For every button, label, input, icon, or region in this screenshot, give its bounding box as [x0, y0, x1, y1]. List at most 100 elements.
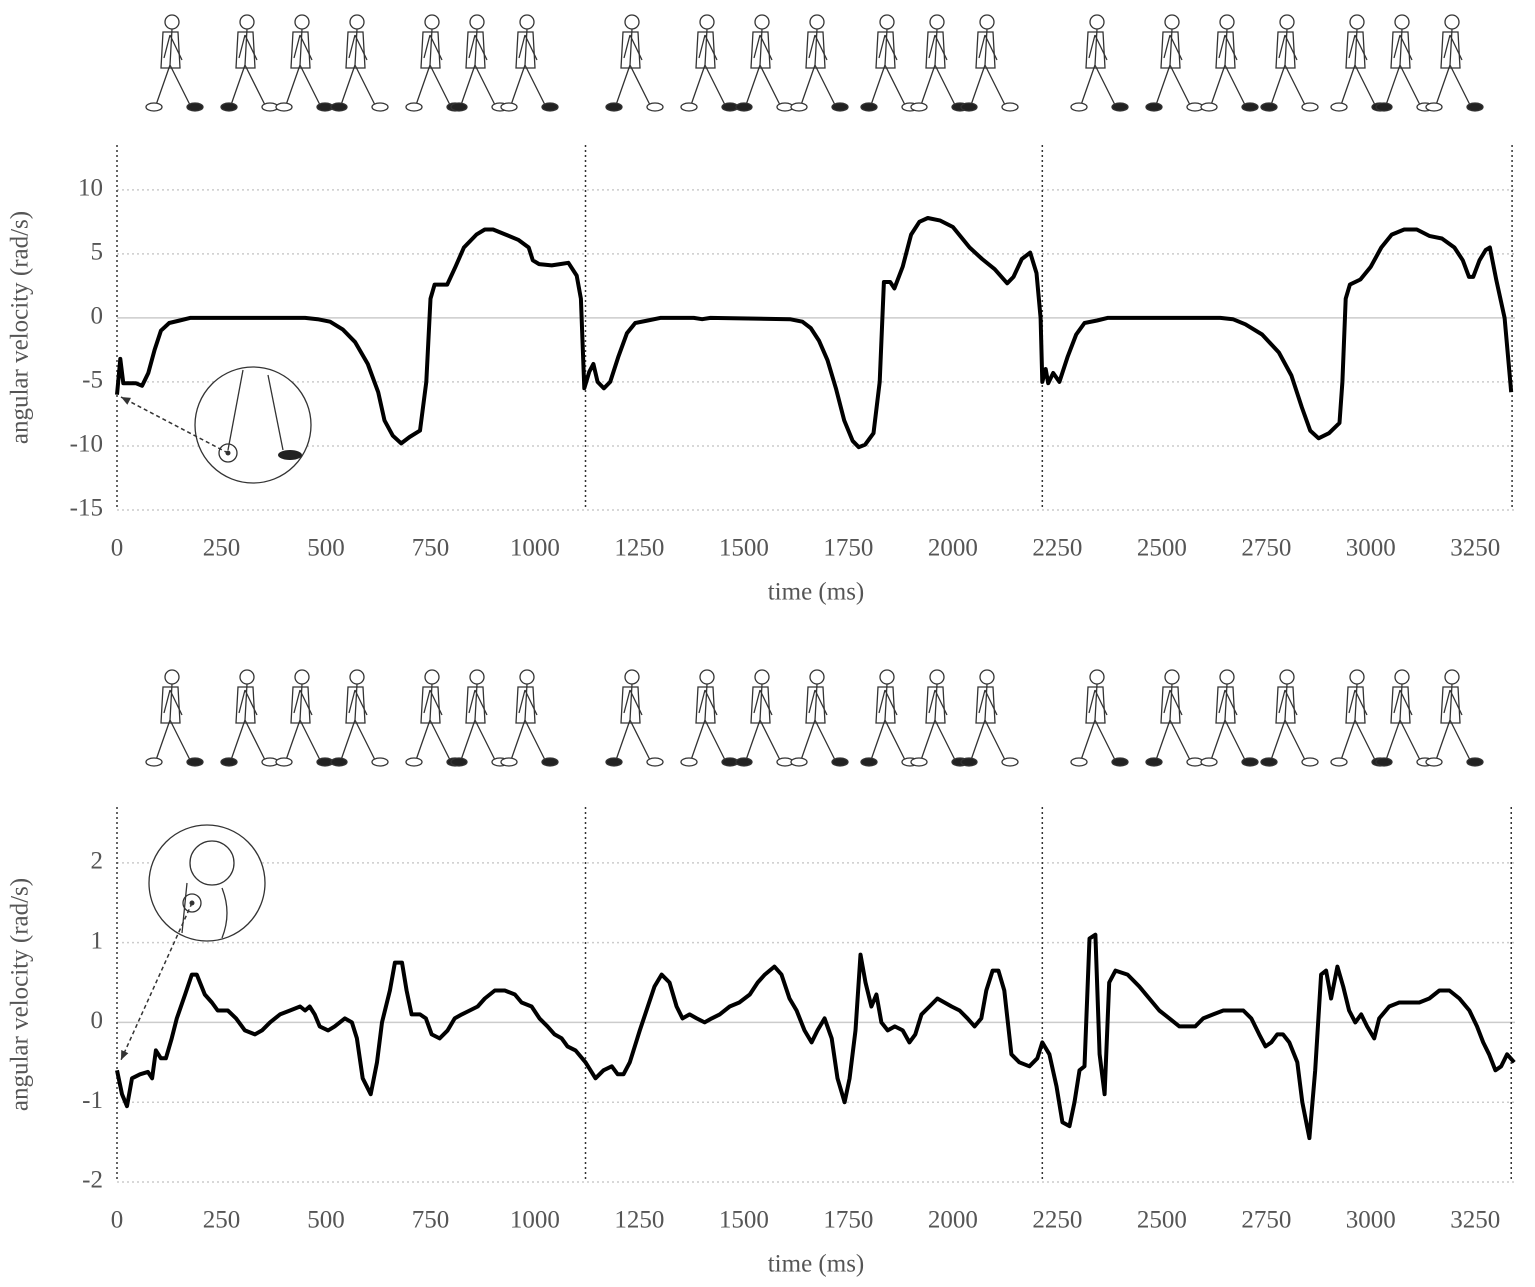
walker [1200, 14, 1259, 112]
walker-foot [145, 757, 163, 767]
y-tick-label: 0 [91, 303, 104, 330]
walker-torso [750, 686, 771, 724]
walker [220, 14, 279, 112]
y-axis-label: angular velocity (rad/s) [7, 878, 34, 1111]
inset-target [218, 443, 238, 463]
walker-head [239, 669, 255, 685]
walker [735, 14, 794, 112]
walker-torso [1390, 31, 1411, 69]
walker [790, 669, 849, 767]
walker-foot [646, 102, 664, 112]
walker-torso [515, 686, 536, 724]
walker-torso [160, 686, 181, 724]
walker-body [745, 28, 781, 106]
walker-head [929, 669, 945, 685]
walker-torso [1390, 686, 1411, 724]
x-axis-label: time (ms) [768, 579, 865, 606]
walker-foot [371, 757, 389, 767]
walker-body [970, 683, 1006, 761]
walker-foot [1070, 102, 1088, 112]
walker-body [1435, 28, 1471, 106]
x-tick-label: 250 [203, 535, 241, 562]
walker-head [809, 14, 825, 30]
walker-foot [790, 757, 808, 767]
walker-body [800, 683, 836, 761]
x-tick-label: 0 [111, 535, 124, 562]
walker-foot [831, 102, 849, 112]
walker [405, 14, 464, 112]
y-tick-label: 1 [91, 927, 104, 954]
walker-head [294, 669, 310, 685]
walker [145, 14, 204, 112]
walker-torso [290, 686, 311, 724]
inset-arrow [120, 396, 229, 454]
data-line [115, 932, 1516, 1141]
inset-arrowhead [121, 397, 131, 405]
walker-body [615, 28, 651, 106]
walker-torso [695, 31, 716, 69]
inset-circle [194, 366, 312, 484]
walker-foot [450, 757, 468, 767]
walker-foot [1145, 102, 1163, 112]
walker-head [1394, 14, 1410, 30]
walker-body [1340, 28, 1376, 106]
walker-foot [680, 102, 698, 112]
x-tick-label: 0 [111, 1207, 124, 1234]
walker-body [920, 683, 956, 761]
walker-body [1210, 683, 1246, 761]
walker-body [970, 28, 1006, 106]
walker [680, 669, 739, 767]
walker [860, 14, 919, 112]
walker-torso [1345, 686, 1366, 724]
walker [860, 669, 919, 767]
walker-head [519, 14, 535, 30]
x-tick-label: 750 [412, 535, 450, 562]
walker [220, 669, 279, 767]
walker-foot [1375, 757, 1393, 767]
walker-body [690, 28, 726, 106]
walker [910, 669, 969, 767]
y-axis-label: angular velocity (rad/s) [7, 211, 34, 444]
walker-foot [1145, 757, 1163, 767]
walker [405, 669, 464, 767]
walker-head [879, 14, 895, 30]
walker-torso [345, 686, 366, 724]
walker-foot [275, 102, 293, 112]
walker [605, 14, 664, 112]
x-tick-label: 1500 [719, 1207, 769, 1234]
walker-torso [420, 686, 441, 724]
walker [960, 14, 1019, 112]
walker-foot [371, 102, 389, 112]
y-tick-label: -1 [82, 1087, 103, 1114]
walker-foot [1111, 102, 1129, 112]
walker-head [1089, 669, 1105, 685]
walker-foot [860, 757, 878, 767]
x-tick-label: 1000 [510, 535, 560, 562]
walker-head [349, 14, 365, 30]
walker-torso [290, 31, 311, 69]
walker-head [519, 669, 535, 685]
x-tick-label: 1750 [823, 1207, 873, 1234]
walker-torso [975, 686, 996, 724]
x-tick-label: 1750 [823, 535, 873, 562]
walker-foot [960, 757, 978, 767]
walker-foot [500, 102, 518, 112]
walker-torso [805, 31, 826, 69]
walker-torso [1275, 686, 1296, 724]
walker-head [469, 14, 485, 30]
x-tick-label: 2500 [1137, 535, 1187, 562]
walker-body [230, 28, 266, 106]
x-tick-label: 500 [307, 535, 345, 562]
y-tick-label: 0 [91, 1007, 104, 1034]
walker-head [979, 14, 995, 30]
walker-body [1155, 683, 1191, 761]
walker-head [164, 669, 180, 685]
walker-head [349, 669, 365, 685]
walker-head [699, 669, 715, 685]
walker-body [1080, 28, 1116, 106]
walker [1070, 669, 1129, 767]
walker-head [1089, 14, 1105, 30]
walker-head [809, 669, 825, 685]
walker-foot [1375, 102, 1393, 112]
